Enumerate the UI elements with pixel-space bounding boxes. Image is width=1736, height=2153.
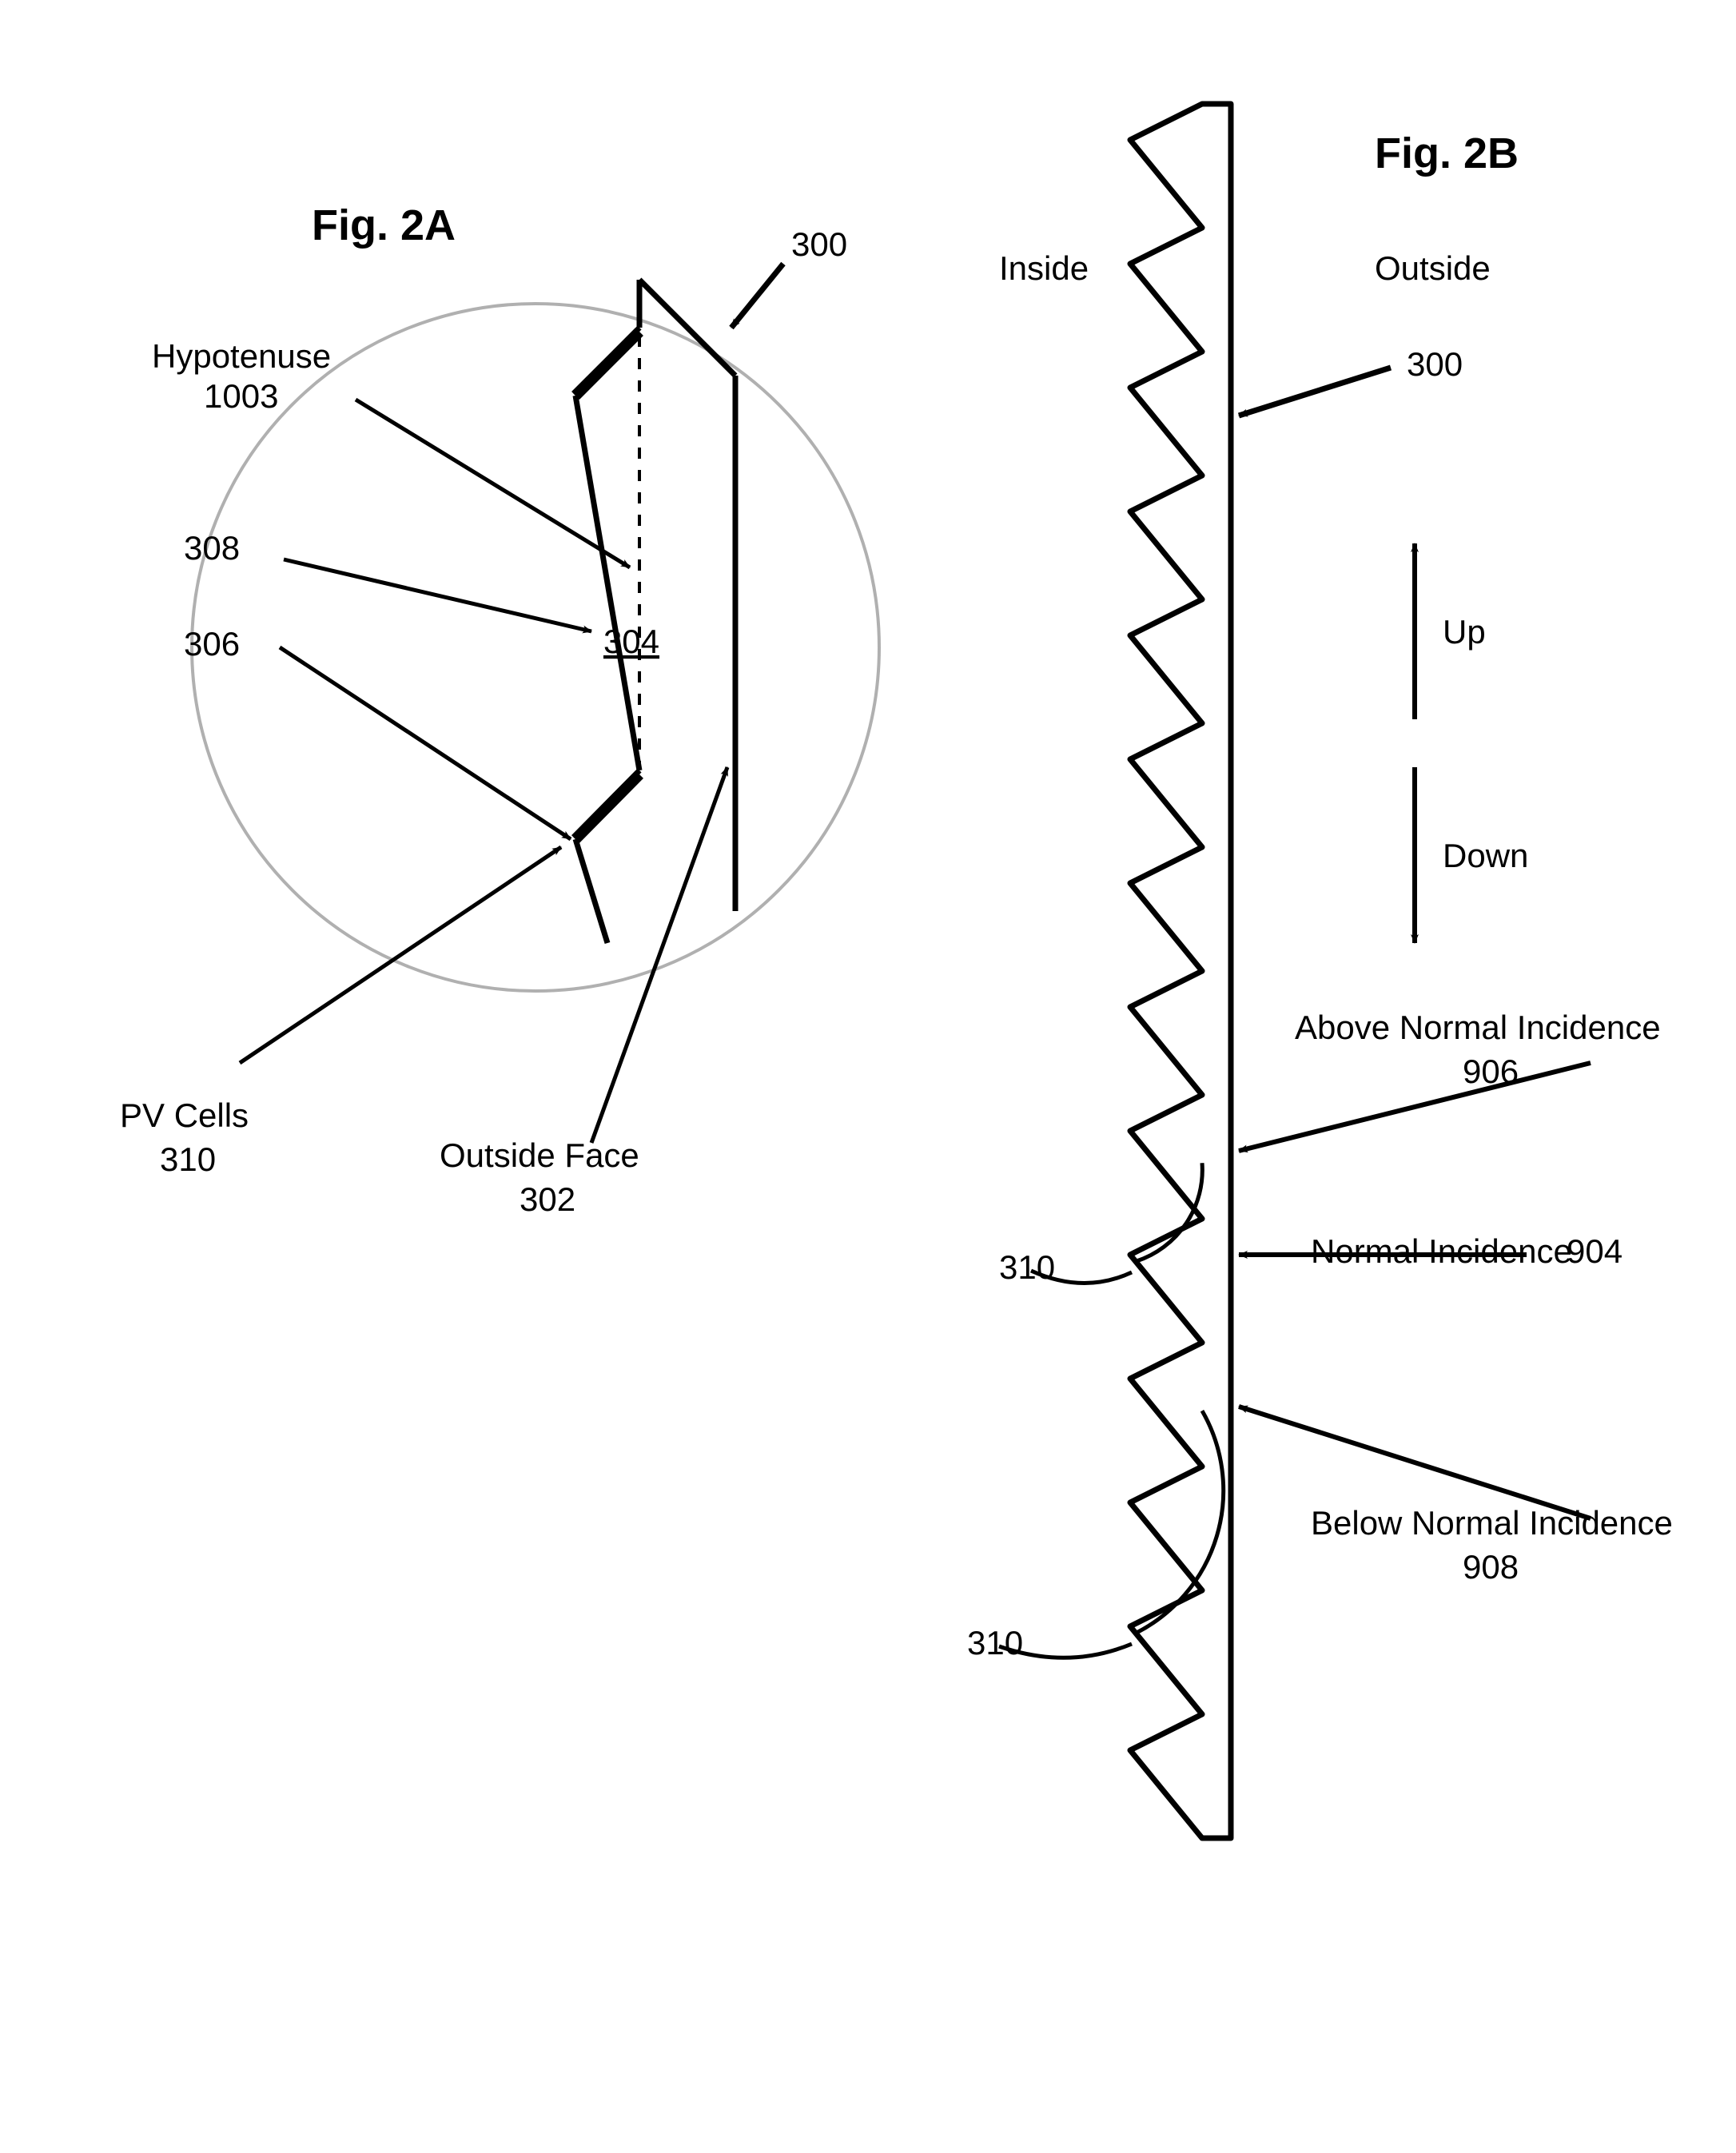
label-up: Up bbox=[1443, 613, 1486, 651]
fig-2a-title: Fig. 2A bbox=[312, 201, 456, 249]
label-310b: 310 bbox=[967, 1624, 1023, 1662]
label-306: 306 bbox=[184, 625, 240, 663]
arrow-outsideface bbox=[591, 767, 727, 1143]
label-outside: Outside bbox=[1375, 249, 1491, 287]
label-304: 304 bbox=[603, 623, 659, 660]
label-310a: 310 bbox=[999, 1248, 1055, 1286]
label-outsideface: Outside Face bbox=[440, 1136, 639, 1174]
arrow-306 bbox=[280, 647, 571, 839]
label-pvcells: PV Cells bbox=[120, 1096, 249, 1134]
label-300b: 300 bbox=[1407, 345, 1463, 383]
fig-2b-title: Fig. 2B bbox=[1375, 129, 1519, 177]
label-above-normal: Above Normal Incidence bbox=[1295, 1009, 1661, 1046]
arrow-pvcells bbox=[240, 847, 561, 1063]
label-down: Down bbox=[1443, 837, 1528, 874]
label-300a: 300 bbox=[791, 225, 847, 263]
label-908: 908 bbox=[1463, 1548, 1519, 1586]
label-normal: Normal Incidence bbox=[1311, 1232, 1572, 1270]
arrow-308 bbox=[284, 559, 591, 631]
diagram-svg: Fig. 2A 304 300 Hypotenuse1003 308 306 PV Cell… bbox=[0, 0, 1736, 2153]
sawtooth-wall bbox=[1130, 104, 1231, 1838]
label-1003: 1003 bbox=[204, 377, 278, 415]
label-inside: Inside bbox=[999, 249, 1089, 287]
label-302: 302 bbox=[520, 1180, 575, 1218]
pv-strip-bottom bbox=[575, 774, 639, 839]
label-hypotenuse: Hypotenuse bbox=[152, 337, 331, 375]
arrow-below-normal bbox=[1239, 1407, 1591, 1518]
label-below-normal: Below Normal Incidence bbox=[1311, 1504, 1673, 1542]
ray-below-arc bbox=[1137, 1411, 1224, 1633]
label-308: 308 bbox=[184, 529, 240, 567]
page: Fig. 2A 304 300 Hypotenuse1003 308 306 PV Cell… bbox=[0, 0, 1736, 2153]
long-face-306 bbox=[575, 396, 639, 770]
arrow-above-normal bbox=[1239, 1063, 1591, 1151]
label-310-2a: 310 bbox=[160, 1140, 216, 1178]
detail-circle bbox=[192, 304, 879, 991]
arrow-300a bbox=[731, 264, 783, 328]
label-904: 904 bbox=[1567, 1232, 1623, 1270]
label-906: 906 bbox=[1463, 1053, 1519, 1090]
arrow-300b bbox=[1239, 368, 1391, 416]
